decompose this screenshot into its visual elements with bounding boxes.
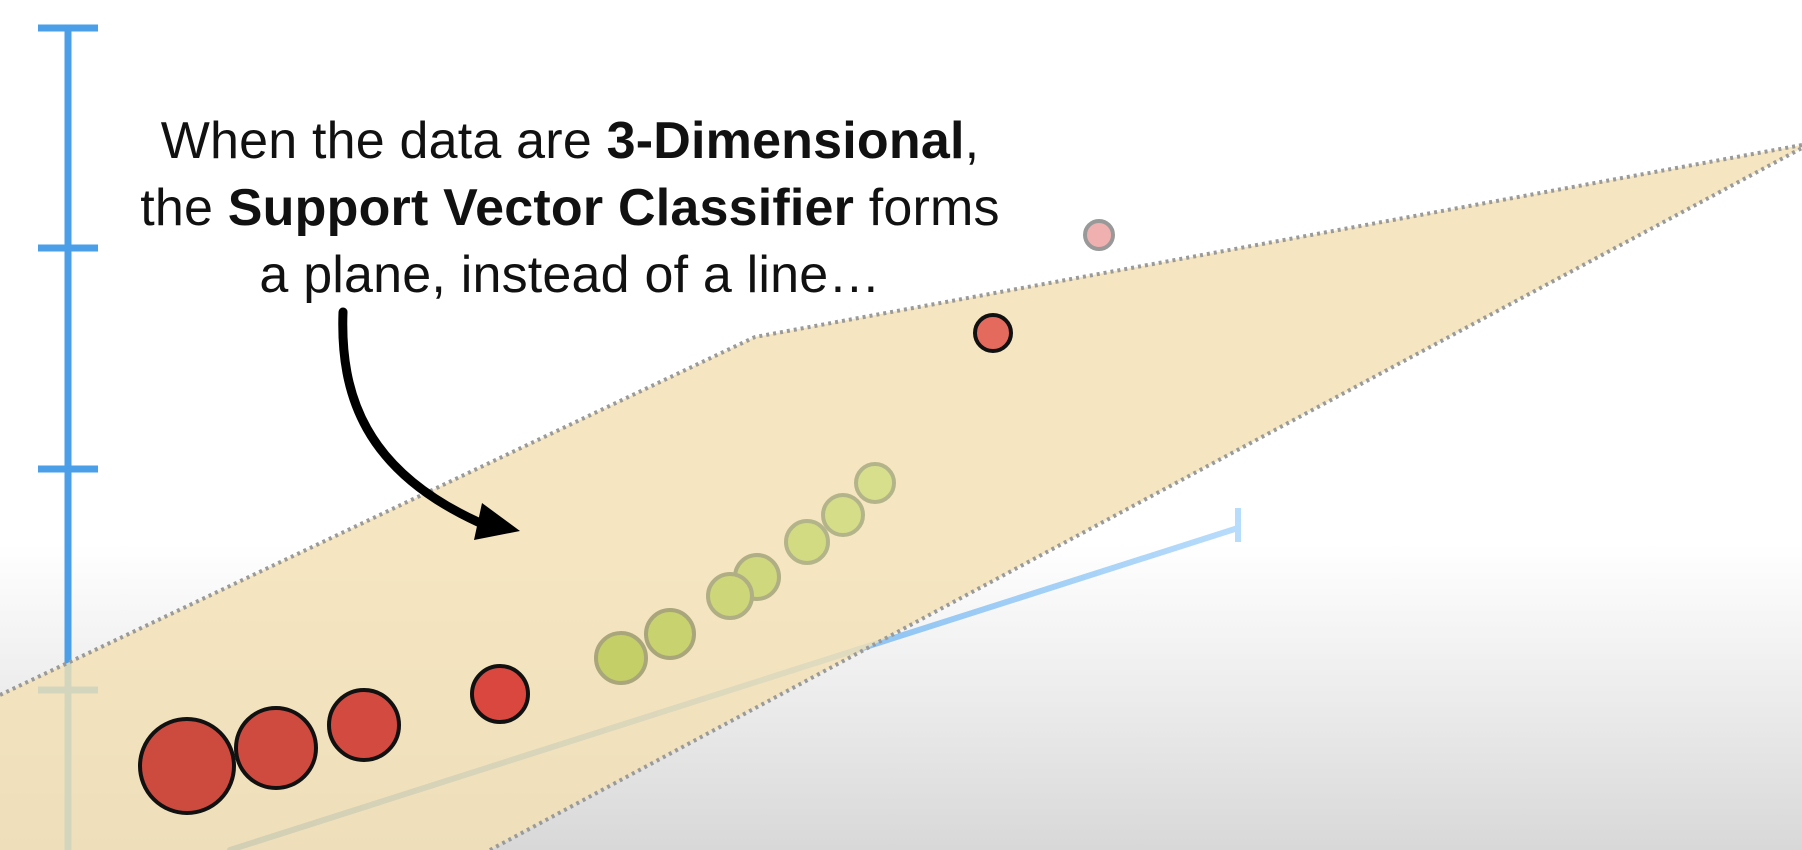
plane-edge-top — [0, 143, 1802, 697]
caption-bold-segment: Support Vector Classifier — [227, 179, 855, 237]
point-red — [138, 717, 236, 815]
caption-text: When the data are 3-Dimensional, the Sup… — [80, 108, 1060, 309]
point-red — [327, 688, 401, 762]
point-green — [854, 462, 896, 504]
point-green — [594, 631, 648, 685]
point-green — [644, 608, 696, 660]
caption-line-2: the Support Vector Classifier forms — [80, 175, 1060, 242]
caption-bold-segment: 3-Dimensional — [606, 112, 965, 170]
curved-arrow-icon — [338, 307, 520, 540]
caption-line-3: a plane, instead of a line… — [259, 246, 881, 304]
caption-text-segment: the — [140, 179, 228, 237]
caption-text-segment: forms — [854, 179, 1000, 237]
point-green — [821, 493, 865, 537]
classifier-plane — [0, 145, 1802, 850]
caption-text-segment: , — [964, 112, 980, 170]
point-green — [706, 572, 754, 620]
data-points — [138, 219, 1115, 815]
point-green — [784, 519, 830, 565]
point-red — [470, 664, 530, 724]
caption-line-1: When the data are 3-Dimensional, — [80, 108, 1060, 175]
point-red — [973, 313, 1013, 353]
point-red — [234, 706, 318, 790]
plane-edge-bottom — [489, 146, 1802, 850]
caption-text-segment: When the data are — [160, 112, 607, 170]
point-pink — [1083, 219, 1115, 251]
